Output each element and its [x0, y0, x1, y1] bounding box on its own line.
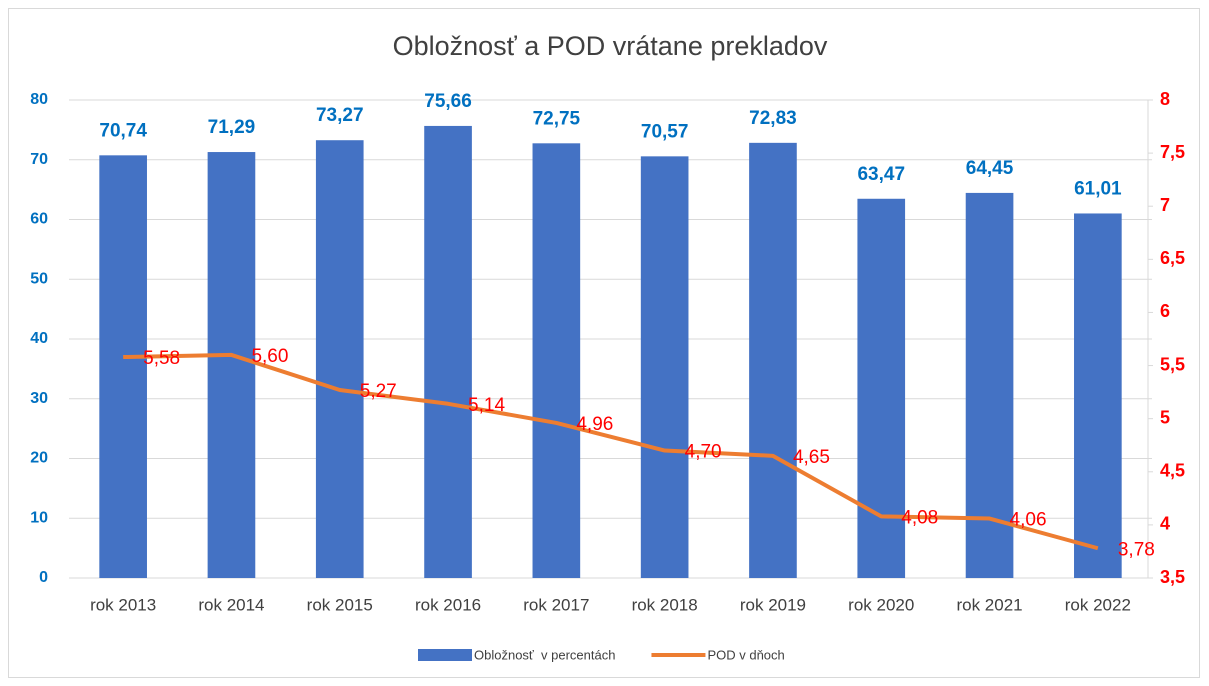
y-tick-label: 70 — [30, 151, 48, 168]
y-tick-label: 30 — [30, 390, 48, 407]
x-tick-label: rok 2017 — [523, 595, 589, 614]
line-value-label: 5,58 — [143, 348, 180, 369]
y2-tick-label: 5 — [1160, 407, 1170, 427]
bar — [965, 192, 1014, 578]
x-tick-label: rok 2015 — [307, 595, 373, 614]
bar — [532, 143, 581, 578]
line-value-label: 5,27 — [360, 381, 397, 402]
chart-frame — [8, 8, 1200, 678]
line-value-label: 3,78 — [1118, 539, 1155, 560]
bar — [640, 156, 689, 579]
y-tick-label: 20 — [30, 450, 48, 467]
line-value-label: 4,65 — [793, 447, 830, 468]
y2-tick-label: 7 — [1160, 195, 1170, 215]
x-tick-label: rok 2021 — [956, 595, 1022, 614]
y-tick-label: 60 — [30, 211, 48, 228]
line-value-label: 5,60 — [251, 346, 288, 367]
y2-tick-label: 5,5 — [1160, 354, 1185, 374]
bar-value-label: 64,45 — [966, 158, 1014, 179]
bar-value-label: 70,74 — [99, 120, 147, 141]
y2-tick-label: 4,5 — [1160, 461, 1185, 481]
y-tick-label: 40 — [30, 330, 48, 347]
y-tick-label: 80 — [30, 91, 48, 108]
bar-value-label: 71,29 — [208, 117, 256, 138]
bar — [857, 198, 906, 578]
bar — [424, 125, 472, 578]
x-tick-label: rok 2014 — [198, 595, 264, 614]
line-value-label: 4,96 — [576, 414, 613, 435]
legend-label: POD v dňoch — [707, 647, 784, 662]
bar-value-label: 73,27 — [316, 105, 364, 126]
bar — [749, 142, 797, 578]
line — [123, 352, 1099, 551]
line-value-label: 5,14 — [468, 395, 505, 416]
x-tick-label: rok 2016 — [415, 595, 481, 614]
bar-value-label: 72,75 — [533, 108, 581, 129]
bar-value-label: 72,83 — [749, 108, 797, 129]
legend-label: Obložnosť v percentách — [474, 647, 615, 662]
y2-tick-label: 6 — [1160, 301, 1170, 321]
bar — [315, 140, 364, 579]
bar-value-label: 75,66 — [424, 91, 472, 112]
bar-value-label: 70,57 — [641, 121, 689, 142]
y-tick-label: 0 — [39, 569, 48, 586]
line-value-label: 4,08 — [901, 507, 938, 528]
y2-tick-label: 6,5 — [1160, 248, 1185, 268]
y2-tick-label: 7,5 — [1160, 142, 1185, 162]
y2-tick-label: 3,5 — [1160, 567, 1185, 587]
y-tick-label: 50 — [30, 270, 48, 287]
y2-tick-label: 8 — [1160, 89, 1170, 109]
bar-value-label: 61,01 — [1074, 178, 1122, 199]
line-value-label: 4,06 — [1010, 510, 1047, 531]
x-tick-label: rok 2019 — [740, 595, 806, 614]
bar — [1074, 213, 1122, 578]
y2-tick-label: 4 — [1160, 514, 1170, 534]
x-tick-label: rok 2020 — [848, 595, 914, 614]
legend-swatch — [418, 649, 472, 661]
x-tick-label: rok 2013 — [90, 595, 156, 614]
bar-value-label: 63,47 — [857, 164, 905, 185]
bar — [99, 155, 147, 579]
bar — [207, 152, 256, 579]
y-tick-label: 10 — [30, 509, 48, 526]
line-value-label: 4,70 — [685, 442, 722, 463]
x-tick-label: rok 2022 — [1065, 595, 1131, 614]
x-tick-label: rok 2018 — [632, 595, 698, 614]
chart-title: Obložnosť a POD vrátane prekladov — [393, 31, 828, 61]
